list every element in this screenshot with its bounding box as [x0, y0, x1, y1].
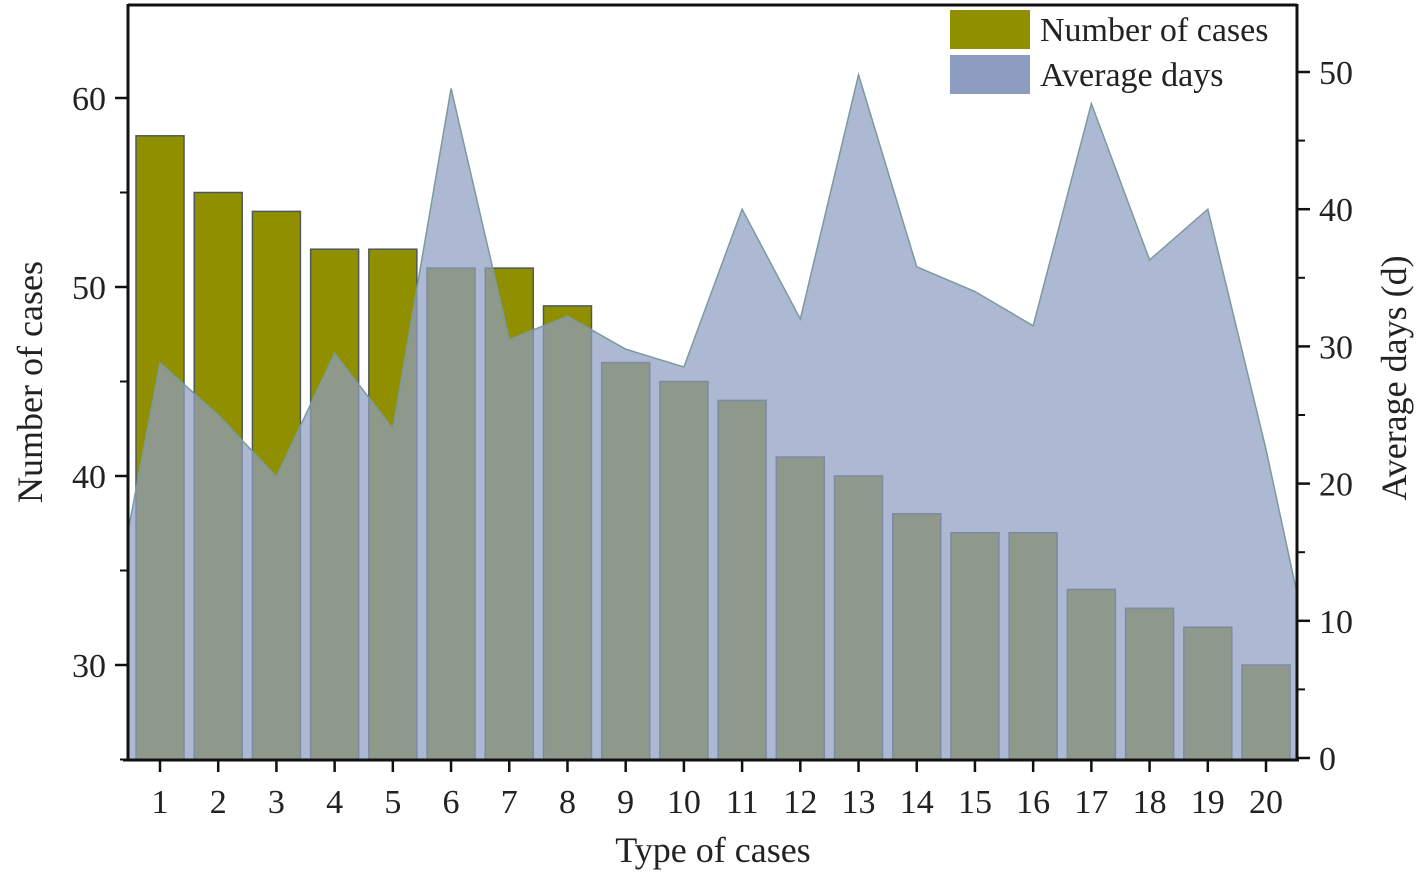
y-left-tick-label: 30 [72, 648, 106, 685]
x-axis-title: Type of cases [615, 830, 810, 870]
legend-swatch-1 [950, 55, 1030, 94]
legend: Number of cases Average days [950, 10, 1268, 94]
x-tick-label: 17 [1074, 784, 1108, 821]
x-tick-label: 19 [1191, 784, 1225, 821]
x-tick-label: 7 [501, 784, 518, 821]
y-right-tick-label: 10 [1319, 604, 1353, 641]
x-tick-label: 3 [268, 784, 285, 821]
x-tick-label: 4 [326, 784, 343, 821]
x-tick-label: 20 [1249, 784, 1283, 821]
x-tick-label: 1 [152, 784, 169, 821]
legend-label-1: Average days [1040, 57, 1223, 94]
x-tick-label: 12 [783, 784, 817, 821]
x-tick-label: 8 [559, 784, 576, 821]
y-left-tick-label: 40 [72, 459, 106, 496]
x-tick-label: 15 [958, 784, 992, 821]
y-axis-right-title: Average days (d) [1374, 255, 1414, 500]
axis-titles: Type of cases Number of cases Average da… [10, 255, 1414, 870]
x-tick-label: 5 [384, 784, 401, 821]
legend-swatch-0 [950, 10, 1030, 49]
x-tick-label: 11 [726, 784, 759, 821]
average-days-area [127, 71, 1298, 761]
x-tick-label: 14 [900, 784, 934, 821]
y-right-tick-label: 50 [1319, 55, 1353, 92]
x-tick-label: 6 [443, 784, 460, 821]
x-tick-label: 2 [210, 784, 227, 821]
area-series-average-days [127, 71, 1298, 761]
y-axis-left-title: Number of cases [10, 261, 50, 503]
y-right-tick-label: 40 [1319, 192, 1353, 229]
y-right-tick-label: 0 [1319, 741, 1336, 778]
y-left-tick-label: 60 [72, 81, 106, 118]
x-tick-label: 13 [842, 784, 876, 821]
x-tick-label: 9 [617, 784, 634, 821]
legend-label-0: Number of cases [1040, 12, 1268, 49]
x-tick-label: 10 [667, 784, 701, 821]
y-right-tick-label: 30 [1319, 329, 1353, 366]
y-right-tick-label: 20 [1319, 467, 1353, 504]
y-left-tick-label: 50 [72, 270, 106, 307]
x-tick-label: 18 [1133, 784, 1167, 821]
x-tick-label: 16 [1016, 784, 1050, 821]
